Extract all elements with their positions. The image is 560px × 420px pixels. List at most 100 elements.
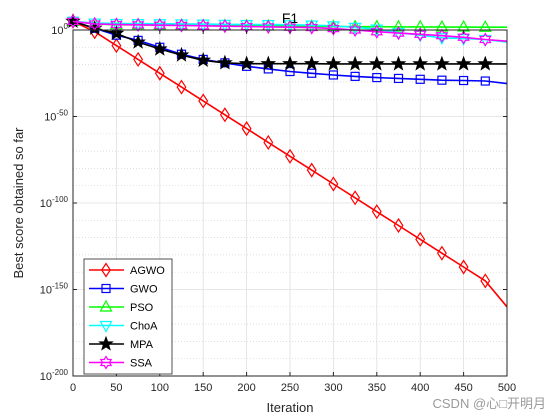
legend-marker-choa (99, 320, 113, 333)
data-point-mpa (412, 55, 429, 71)
data-point-agwo (198, 93, 209, 109)
y-tick-mantissa: 10 (40, 198, 52, 210)
y-tick-mantissa: 10 (40, 285, 52, 297)
data-point-ssa (305, 20, 318, 35)
data-point-mpa (390, 55, 407, 71)
x-tick-label: 150 (194, 382, 212, 394)
x-tick-label: 100 (151, 382, 169, 394)
data-point-pso (391, 19, 406, 32)
legend-label: SSA (130, 358, 153, 370)
watermark-text: CSDN @心□开明月 (432, 396, 547, 411)
data-point-ssa (131, 17, 145, 32)
data-point-mpa (195, 52, 212, 67)
x-tick-label: 500 (498, 382, 516, 394)
data-point-mpa (173, 46, 190, 62)
series-line-agwo (72, 20, 508, 308)
data-point-gwo (372, 72, 382, 83)
legend-marker-agwo (101, 262, 111, 278)
x-tick-label: 400 (411, 382, 429, 394)
legend-marker-pso (99, 299, 113, 312)
y-tick-power: -200 (52, 368, 69, 377)
y-tick-label: 10-100 (40, 195, 69, 210)
data-point-gwo (480, 76, 490, 86)
legend-marker-gwo (101, 283, 111, 294)
data-point-gwo (350, 71, 360, 81)
data-point-mpa (455, 55, 472, 71)
x-axis-title: Iteration (267, 400, 314, 415)
series-line-ssa (72, 20, 508, 42)
series-line-choa (72, 20, 508, 43)
data-point-agwo (371, 204, 382, 220)
data-point-agwo (263, 134, 274, 151)
data-point-mpa (151, 40, 168, 56)
data-point-agwo (436, 245, 447, 261)
data-point-gwo (459, 75, 469, 86)
x-tick-label: 0 (70, 382, 76, 394)
y-tick-power: -50 (56, 109, 68, 118)
data-point-gwo (393, 73, 404, 84)
series-agwo (68, 13, 508, 308)
data-point-ssa (413, 27, 427, 42)
data-point-mpa (434, 55, 450, 71)
legend-box (83, 258, 173, 375)
legend: AGWO GWO PSO ChoA MPA SSA (83, 258, 173, 375)
y-tick-power: -150 (52, 282, 69, 291)
data-point-ssa (370, 24, 384, 39)
data-point-mpa (368, 55, 385, 71)
data-point-ssa (66, 14, 80, 29)
legend-label: AGWO (130, 265, 165, 277)
data-point-agwo (415, 231, 426, 247)
data-point-ssa (479, 32, 492, 47)
data-point-agwo (176, 79, 187, 95)
data-point-agwo (154, 65, 165, 81)
data-point-mpa (238, 55, 255, 71)
data-point-agwo (393, 217, 404, 234)
chart-title: F1 (282, 10, 299, 26)
data-point-choa (457, 34, 471, 46)
data-point-ssa (435, 28, 449, 43)
y-tick-mantissa: 10 (51, 25, 63, 37)
data-point-mpa (130, 33, 146, 49)
legend-label: PSO (130, 302, 154, 314)
data-point-ssa (327, 21, 340, 36)
series-ssa (66, 14, 508, 47)
data-point-agwo (458, 259, 469, 275)
x-tick-label: 350 (368, 382, 386, 394)
legend-label: MPA (130, 339, 154, 351)
data-point-agwo (350, 190, 361, 206)
data-point-mpa (477, 55, 494, 71)
data-point-agwo (111, 37, 122, 54)
data-point-agwo (133, 51, 144, 68)
y-tick-power: -100 (52, 195, 69, 204)
y-tick-label: 10-50 (44, 109, 68, 124)
data-point-ssa (175, 18, 188, 33)
data-point-pso (478, 19, 492, 32)
y-tick-mantissa: 10 (44, 112, 56, 124)
x-tick-label: 200 (237, 382, 255, 394)
legend-marker-mpa (98, 335, 114, 351)
data-point-pso (435, 19, 449, 32)
data-point-agwo (285, 148, 295, 164)
data-point-mpa (303, 55, 320, 71)
data-point-ssa (262, 19, 275, 35)
data-point-ssa (218, 19, 232, 34)
legend-label: ChoA (130, 321, 158, 333)
data-point-gwo (328, 70, 338, 80)
data-point-mpa (325, 55, 342, 71)
data-point-agwo (480, 273, 491, 289)
x-tick-label: 250 (281, 382, 299, 394)
data-point-gwo (285, 66, 295, 77)
data-point-mpa (347, 55, 363, 71)
data-point-gwo (415, 74, 425, 84)
data-point-agwo (219, 107, 230, 123)
x-tick-label: 50 (110, 382, 122, 394)
y-tick-mantissa: 10 (40, 371, 52, 383)
ticks: 0 50 100 150 200 250 300 350 400 450 50010010-5010… (40, 22, 516, 394)
legend-marker-ssa (99, 355, 113, 370)
x-tick-label: 450 (454, 382, 472, 394)
y-tick-power: 0 (64, 22, 69, 31)
data-point-gwo (307, 68, 317, 78)
x-tick-label: 300 (324, 382, 342, 394)
y-tick-label: 100 (51, 22, 68, 37)
